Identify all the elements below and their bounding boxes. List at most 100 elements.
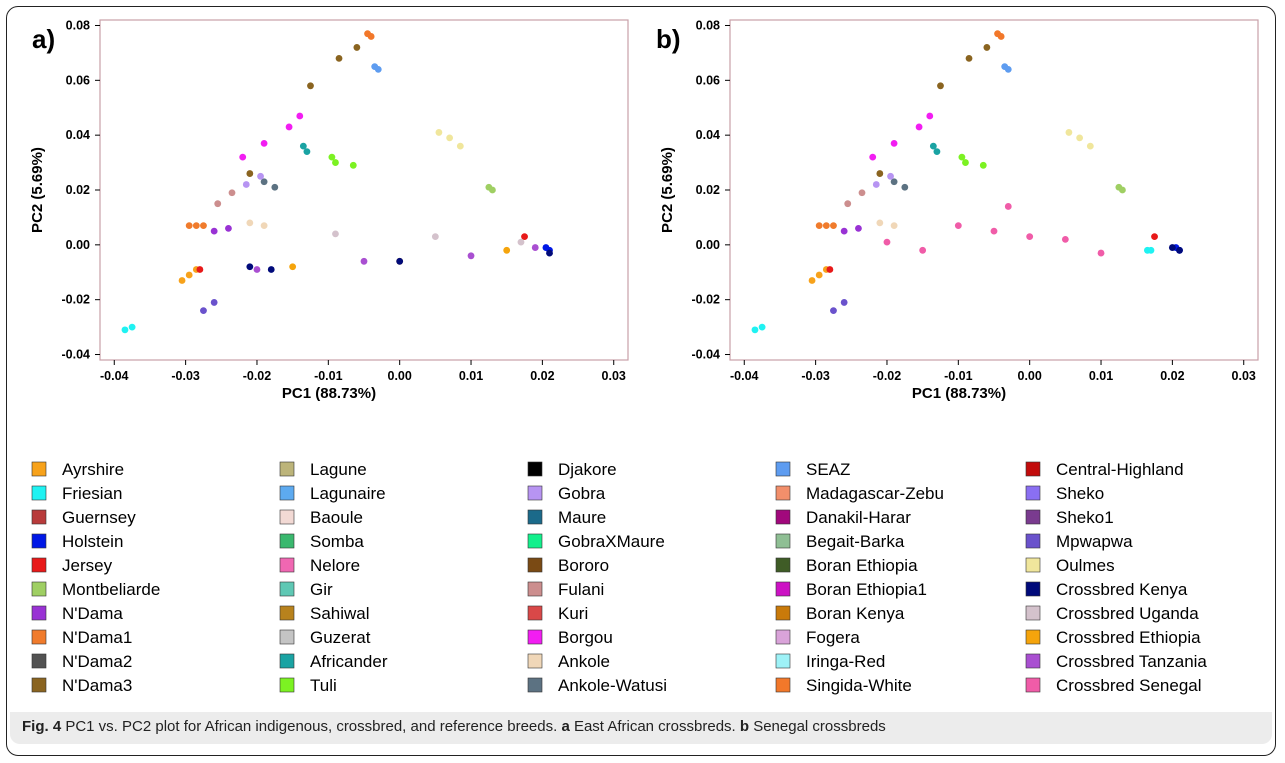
scatter-point <box>979 161 987 169</box>
legend-label: Guernsey <box>62 508 136 527</box>
legend-label: Sahiwal <box>310 604 370 623</box>
scatter-point <box>1026 233 1034 241</box>
figure-caption: Fig. 4 PC1 vs. PC2 plot for African indi… <box>22 718 1262 735</box>
scatter-point <box>521 233 528 241</box>
legend-swatch <box>1025 509 1041 525</box>
caption-text-3: Senegal crossbreds <box>749 718 886 735</box>
scatter-point <box>1151 233 1158 241</box>
scatter-point <box>1061 235 1069 243</box>
scatter-point <box>929 142 937 150</box>
legend-swatch <box>775 557 791 573</box>
scatter-point <box>242 181 250 188</box>
legend-label: N'Dama2 <box>62 652 132 671</box>
scatter-point <box>349 161 357 169</box>
caption-a-label: a <box>561 718 570 735</box>
y-tick-label: 0.08 <box>696 18 720 32</box>
legend-label: Djakore <box>558 460 617 479</box>
y-axis-title: PC2 (5.69%) <box>29 147 46 233</box>
legend-label: Fulani <box>558 580 604 599</box>
scatter-point <box>1004 65 1012 73</box>
legend-swatch <box>1025 629 1041 645</box>
scatter-point <box>214 200 222 208</box>
scatter-point <box>260 178 268 186</box>
scatter-point <box>958 153 966 161</box>
x-tick-label: 0.02 <box>1160 369 1184 383</box>
scatter-point <box>1065 129 1073 136</box>
scatter-point <box>815 271 823 279</box>
scatter-point <box>503 246 511 254</box>
legend-swatch <box>279 605 295 621</box>
caption-text-1: PC1 vs. PC2 plot for African indigenous,… <box>61 718 562 735</box>
legend-label: Tuli <box>310 676 337 695</box>
scatter-point <box>328 153 336 161</box>
legend-swatch <box>31 485 47 501</box>
scatter-point <box>299 142 307 150</box>
legend-label: Sheko <box>1056 484 1104 503</box>
scatter-point <box>246 219 254 227</box>
x-tick-label: -0.01 <box>944 369 973 383</box>
scatter-point <box>121 326 129 334</box>
legend-swatch <box>31 629 47 645</box>
legend-swatch <box>279 557 295 573</box>
scatter-point <box>915 123 923 131</box>
legend-swatch <box>31 581 47 597</box>
legend-swatch <box>1025 581 1041 597</box>
legend-swatch <box>279 461 295 477</box>
legend-swatch <box>1025 461 1041 477</box>
legend-label: Mpwapwa <box>1056 532 1133 551</box>
legend-label: Bororo <box>558 556 609 575</box>
scatter-point <box>844 200 852 208</box>
scatter-point <box>285 123 293 131</box>
y-tick-label: 0.02 <box>66 183 90 197</box>
legend-label: Jersey <box>62 556 113 575</box>
scatter-point <box>246 170 254 177</box>
scatter-point <box>919 246 927 254</box>
scatter-point <box>926 112 934 120</box>
legend-swatch <box>775 581 791 597</box>
scatter-point <box>1147 246 1155 254</box>
legend-swatch <box>1025 557 1041 573</box>
legend-label: N'Dama <box>62 604 123 623</box>
legend-label: Boran Ethiopia <box>806 556 918 575</box>
scatter-point <box>332 159 339 166</box>
scatter-point <box>239 153 247 161</box>
legend-swatch <box>31 677 47 693</box>
legend-swatch <box>527 509 543 525</box>
scatter-point <box>1076 134 1084 142</box>
x-tick-label: -0.03 <box>801 369 830 383</box>
legend-swatch <box>775 605 791 621</box>
scatter-point <box>840 299 848 306</box>
scatter-point <box>435 129 443 136</box>
legend-label: Maure <box>558 508 606 527</box>
scatter-point <box>335 54 343 62</box>
scatter-point <box>758 323 766 331</box>
scatter-point <box>751 326 759 334</box>
caption-b-label: b <box>739 718 750 735</box>
legend-label: N'Dama1 <box>62 628 132 647</box>
legend-swatch <box>31 605 47 621</box>
panel-letter: b) <box>656 24 681 54</box>
scatter-point <box>260 139 268 147</box>
legend-label: Gobra <box>558 484 606 503</box>
legend-label: Ankole-Watusi <box>558 676 667 695</box>
y-tick-label: -0.04 <box>62 348 91 362</box>
legend-label: Sheko1 <box>1056 508 1114 527</box>
scatter-point <box>830 222 837 230</box>
scatter-point <box>1097 249 1105 257</box>
legend-label: SEAZ <box>806 460 850 479</box>
legend-label: Lagunaire <box>310 484 386 503</box>
scatter-point <box>446 134 454 142</box>
x-tick-label: -0.03 <box>171 369 200 383</box>
scatter-point <box>1176 246 1183 254</box>
scatter-point <box>200 222 207 230</box>
legend-swatch <box>279 533 295 549</box>
scatter-point <box>489 186 496 194</box>
scatter-point <box>869 153 877 161</box>
x-axis-title: PC1 (88.73%) <box>282 385 376 402</box>
y-tick-label: 0.02 <box>696 183 720 197</box>
scatter-point <box>1119 186 1126 194</box>
legend-swatch <box>775 629 791 645</box>
legend-swatch <box>527 677 543 693</box>
y-tick-label: 0.00 <box>696 238 720 252</box>
legend-label: Nelore <box>310 556 360 575</box>
